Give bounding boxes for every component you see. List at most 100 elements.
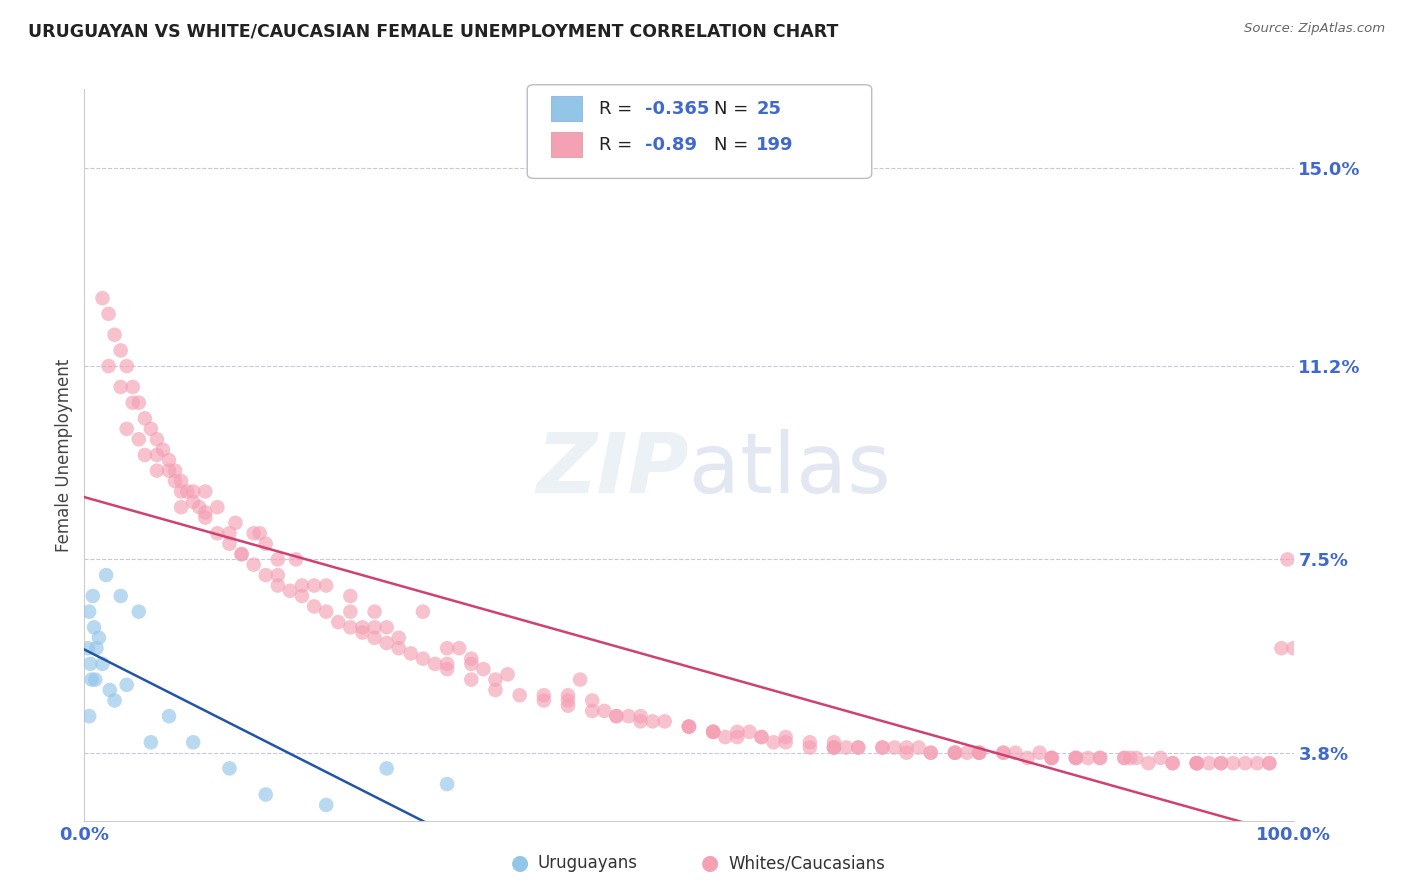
Point xyxy=(139,735,162,749)
Point xyxy=(751,730,773,744)
Point xyxy=(630,714,652,729)
Point xyxy=(1137,756,1160,771)
Point xyxy=(1246,756,1268,771)
Point xyxy=(285,552,308,566)
Point xyxy=(1234,756,1257,771)
Point xyxy=(146,432,169,446)
Point xyxy=(762,735,785,749)
Point xyxy=(352,625,374,640)
Point xyxy=(967,746,990,760)
Point xyxy=(375,620,398,634)
Point xyxy=(194,505,217,519)
Text: R =: R = xyxy=(599,100,638,118)
Point xyxy=(194,484,217,499)
Point xyxy=(176,484,198,499)
Point xyxy=(1064,751,1087,765)
Point xyxy=(146,448,169,462)
Point xyxy=(1270,641,1292,656)
Point xyxy=(896,740,918,755)
Point xyxy=(605,709,627,723)
Point xyxy=(725,730,748,744)
Point xyxy=(97,359,120,373)
Point xyxy=(751,730,773,744)
Point xyxy=(79,657,101,671)
Point xyxy=(165,464,187,478)
Point xyxy=(291,578,314,592)
Point xyxy=(1125,751,1147,765)
Point xyxy=(267,552,290,566)
Point xyxy=(170,500,193,515)
Point xyxy=(460,657,482,671)
Point xyxy=(1185,756,1208,771)
Point xyxy=(1282,641,1305,656)
Point xyxy=(1161,756,1184,771)
Point xyxy=(1114,751,1136,765)
Point xyxy=(993,746,1015,760)
Point xyxy=(967,746,990,760)
Point xyxy=(460,673,482,687)
Text: 199: 199 xyxy=(756,136,794,153)
Point xyxy=(315,797,337,812)
Point xyxy=(569,673,592,687)
Point xyxy=(157,453,180,467)
Point xyxy=(97,307,120,321)
Point xyxy=(302,599,325,614)
Point xyxy=(302,578,325,592)
Point xyxy=(896,746,918,760)
Point xyxy=(1185,756,1208,771)
Text: Source: ZipAtlas.com: Source: ZipAtlas.com xyxy=(1244,22,1385,36)
Point xyxy=(115,359,138,373)
Text: -0.365: -0.365 xyxy=(645,100,710,118)
Point xyxy=(87,631,110,645)
Text: Uruguayans: Uruguayans xyxy=(537,855,637,872)
Point xyxy=(1277,552,1299,566)
Point xyxy=(943,746,966,760)
Point xyxy=(1209,756,1232,771)
Point xyxy=(152,442,174,457)
Point xyxy=(134,411,156,425)
Point xyxy=(225,516,247,530)
Point xyxy=(231,547,253,561)
Point xyxy=(1149,751,1171,765)
Point xyxy=(339,605,361,619)
Point xyxy=(98,683,121,698)
Text: ●: ● xyxy=(702,854,718,873)
Point xyxy=(278,583,301,598)
Point xyxy=(581,693,603,707)
Point xyxy=(170,484,193,499)
Point xyxy=(363,605,385,619)
Text: R =: R = xyxy=(599,136,638,153)
Point xyxy=(1222,756,1244,771)
Point xyxy=(181,495,204,509)
Point xyxy=(605,709,627,723)
Point xyxy=(557,688,579,702)
Point xyxy=(1064,751,1087,765)
Point xyxy=(91,657,114,671)
Point xyxy=(967,746,990,760)
Point xyxy=(110,589,132,603)
Text: N =: N = xyxy=(714,136,754,153)
Point xyxy=(799,740,821,755)
Point xyxy=(714,730,737,744)
Point xyxy=(82,589,104,603)
Point xyxy=(139,422,162,436)
Text: ●: ● xyxy=(512,854,529,873)
Point xyxy=(339,620,361,634)
Point xyxy=(1088,751,1111,765)
Point xyxy=(872,740,894,755)
Point xyxy=(702,724,724,739)
Text: Whites/Caucasians: Whites/Caucasians xyxy=(728,855,886,872)
Point xyxy=(375,636,398,650)
Point xyxy=(593,704,616,718)
Point xyxy=(315,578,337,592)
Point xyxy=(1040,751,1063,765)
Point xyxy=(363,620,385,634)
Point xyxy=(1017,751,1039,765)
Point xyxy=(702,724,724,739)
Text: 25: 25 xyxy=(756,100,782,118)
Point xyxy=(1258,756,1281,771)
Text: -0.89: -0.89 xyxy=(645,136,697,153)
Point xyxy=(339,589,361,603)
Point xyxy=(218,526,240,541)
Point xyxy=(121,395,143,409)
